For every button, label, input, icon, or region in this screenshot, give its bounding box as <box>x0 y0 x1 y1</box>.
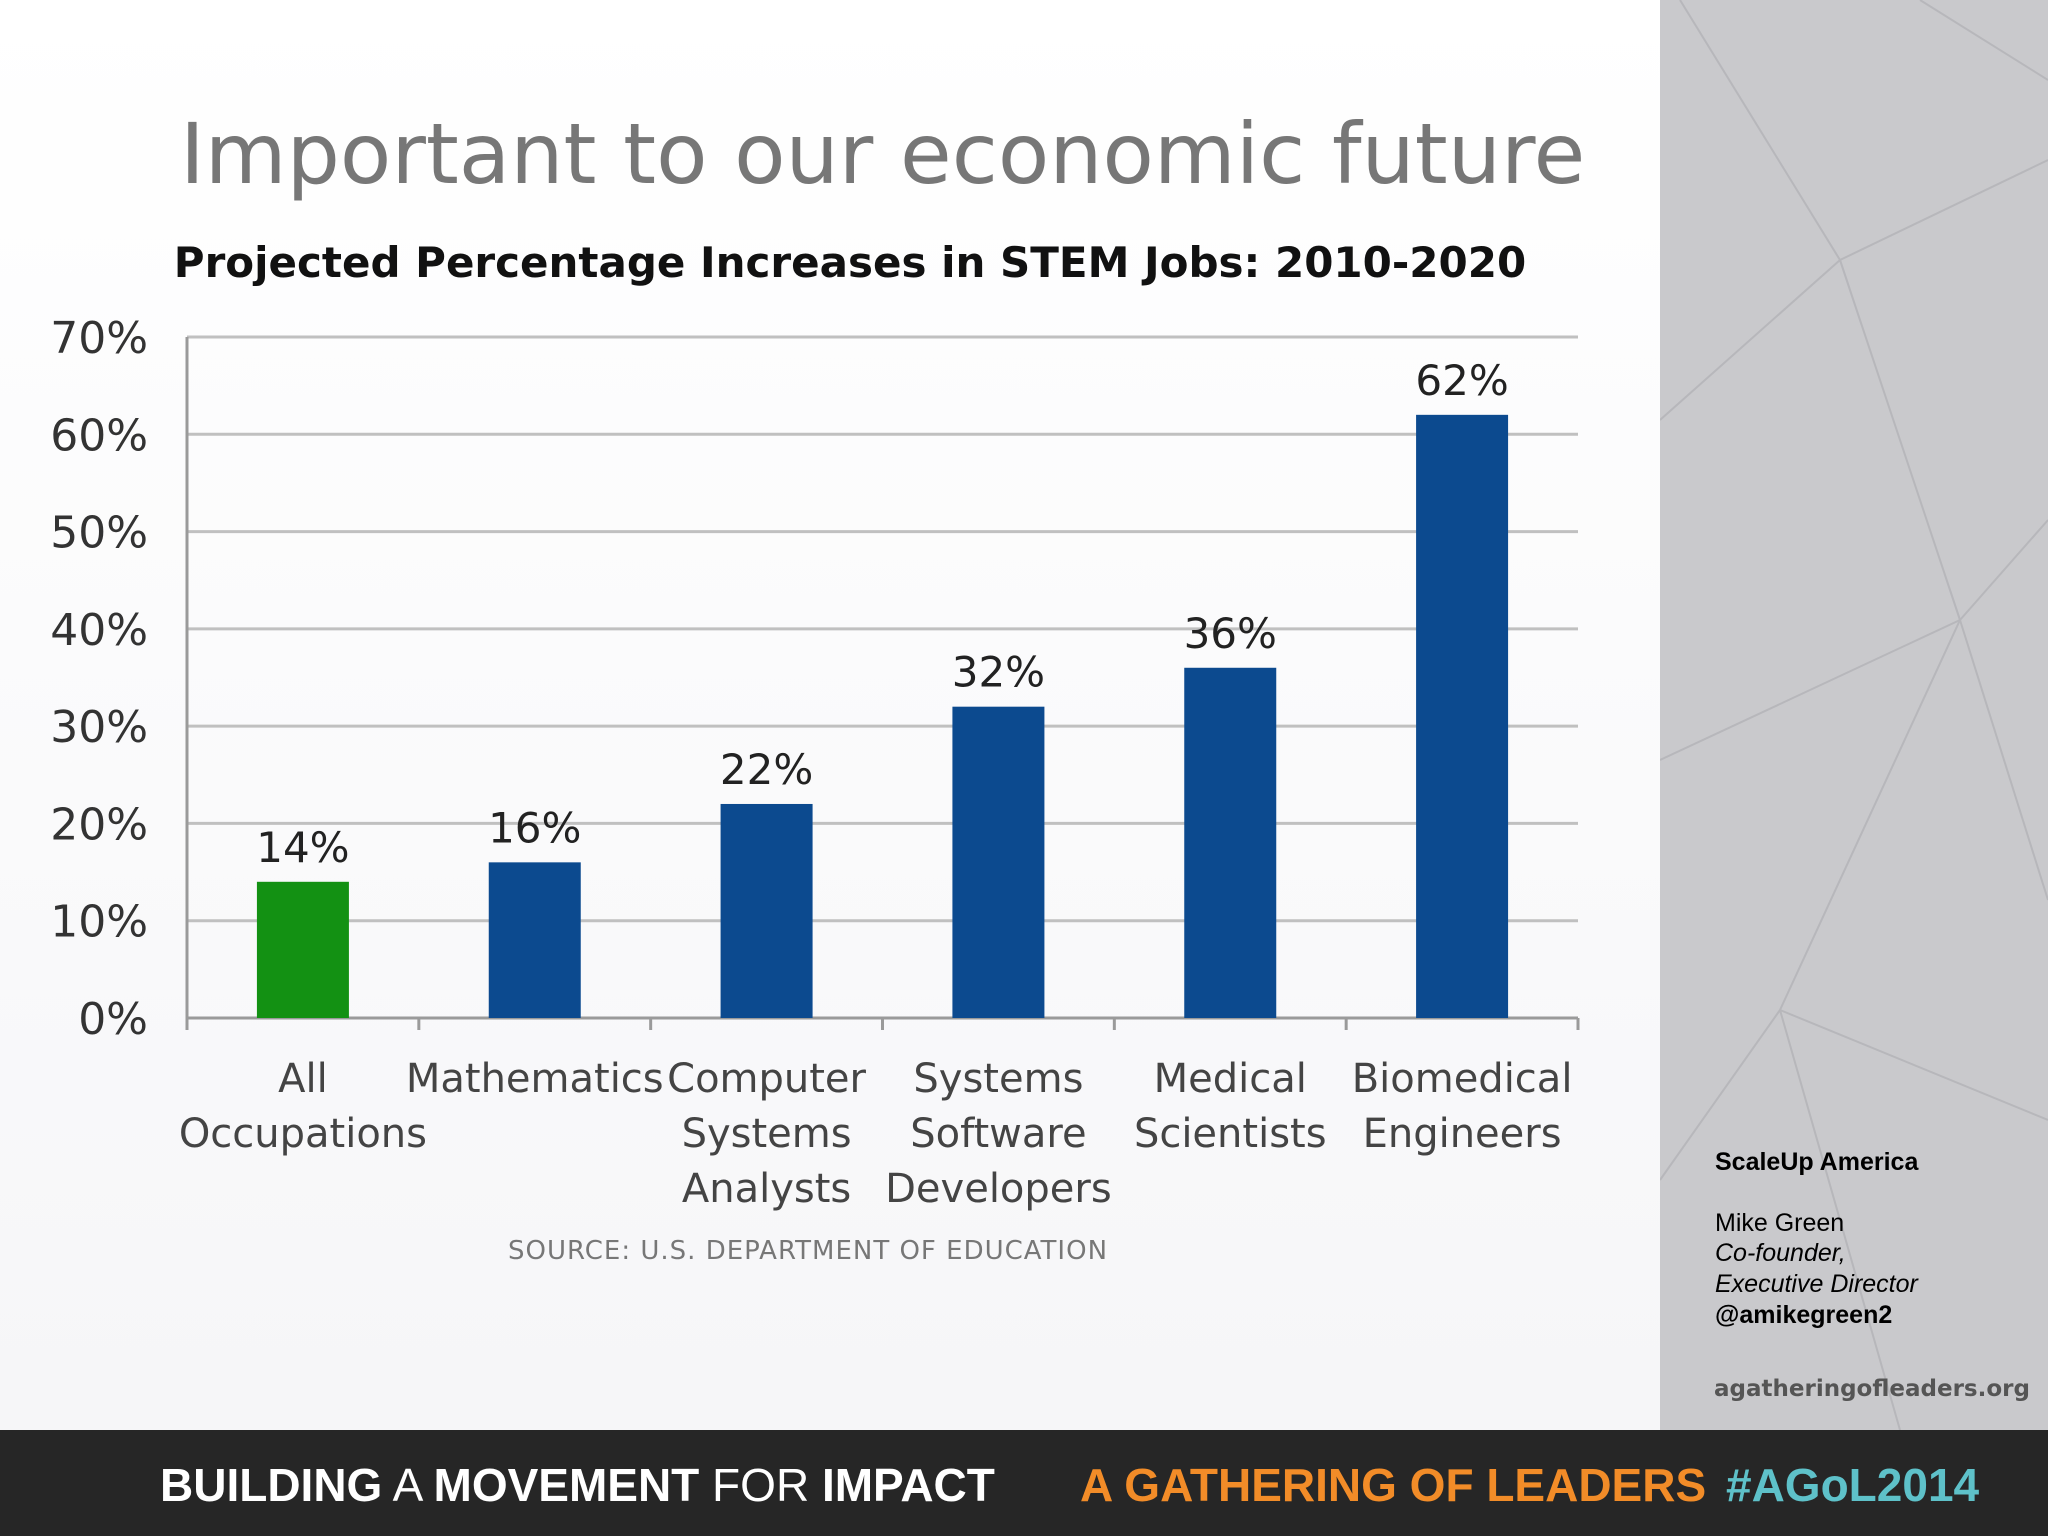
data-label: 36% <box>1184 609 1277 658</box>
bars <box>256 414 1509 1018</box>
x-category-label: Medical <box>1154 1056 1307 1102</box>
y-axis-tick-labels: 0% 10% 20% 30% 40% 50% 60% 70% <box>50 313 148 1045</box>
data-label: 22% <box>720 745 813 794</box>
data-label: 32% <box>952 648 1045 697</box>
data-label: 16% <box>488 803 581 852</box>
y-tick-label: 70% <box>50 313 148 364</box>
gridlines <box>185 335 1580 1030</box>
data-label: 62% <box>1415 356 1508 405</box>
sidebar-role-line-1: Co-founder, <box>1715 1239 1846 1267</box>
slide-main-area <box>0 0 1660 1430</box>
tagline-word-impact: IMPACT <box>821 1459 995 1511</box>
tagline-word-a: A <box>382 1459 434 1511</box>
tagline-word-building: BUILDING <box>160 1459 383 1511</box>
x-category-label: Mathematics <box>406 1056 664 1102</box>
x-category-label: Analysts <box>682 1166 851 1212</box>
footer-tagline: BUILDING A MOVEMENT FOR IMPACT <box>160 1458 995 1512</box>
sidebar-panel <box>1660 0 2048 1430</box>
tagline-word-for: FOR <box>699 1459 822 1511</box>
x-category-label: Systems <box>682 1111 852 1157</box>
y-tick-label: 60% <box>50 410 148 461</box>
chart-title: Projected Percentage Increases in STEM J… <box>173 238 1527 287</box>
y-tick-label: 50% <box>50 508 148 559</box>
sidebar-speaker-name: Mike Green <box>1715 1209 1845 1237</box>
data-label: 14% <box>256 823 349 872</box>
x-category-label: Systems <box>913 1056 1083 1102</box>
y-tick-label: 0% <box>78 994 148 1045</box>
footer-event-name: A GATHERING OF LEADERS <box>1080 1459 1707 1511</box>
slide-title: Important to our economic future <box>180 105 1586 203</box>
x-category-label: Computer <box>667 1056 866 1102</box>
y-tick-label: 20% <box>50 799 148 850</box>
data-labels: 14% 16% 22% 32% 36% 62% <box>256 356 1509 872</box>
footer-hashtag: #AGoL2014 <box>1726 1459 1980 1511</box>
sidebar-role-line-2: Executive Director <box>1715 1270 1918 1298</box>
y-tick-label: 40% <box>50 605 148 656</box>
bar <box>952 706 1045 1018</box>
y-tick-label: 10% <box>50 897 148 948</box>
bar <box>720 803 813 1018</box>
sidebar-org: ScaleUp America <box>1715 1148 1919 1176</box>
x-category-label: Biomedical <box>1352 1056 1573 1102</box>
x-category-label: Engineers <box>1363 1111 1562 1157</box>
x-category-label: Developers <box>885 1166 1112 1212</box>
sidebar-decorative-lines <box>1660 0 2048 1430</box>
tagline-word-movement: MOVEMENT <box>433 1459 700 1511</box>
bar <box>488 862 581 1018</box>
footer-banner: BUILDING A MOVEMENT FOR IMPACT A GATHERI… <box>0 1430 2048 1536</box>
bar-chart: 0% 10% 20% 30% 40% 50% 60% 70% 14% 16% 22% 32% 36% 6… <box>50 313 1580 1212</box>
bar <box>256 881 349 1018</box>
bar <box>1184 667 1277 1018</box>
sidebar-url: agatheringofleaders.org <box>1714 1376 2030 1402</box>
bar <box>1416 414 1509 1018</box>
x-category-label: Scientists <box>1134 1111 1327 1157</box>
x-category-label: Software <box>910 1111 1086 1157</box>
y-tick-label: 30% <box>50 702 148 753</box>
x-category-label: All <box>278 1056 328 1102</box>
source-note: SOURCE: U.S. DEPARTMENT OF EDUCATION <box>508 1236 1109 1266</box>
sidebar-twitter-handle: @amikegreen2 <box>1715 1301 1893 1329</box>
x-category-label: Occupations <box>179 1111 427 1157</box>
x-axis-category-labels: All Occupations Mathematics Computer Systems… <box>179 1056 1573 1212</box>
